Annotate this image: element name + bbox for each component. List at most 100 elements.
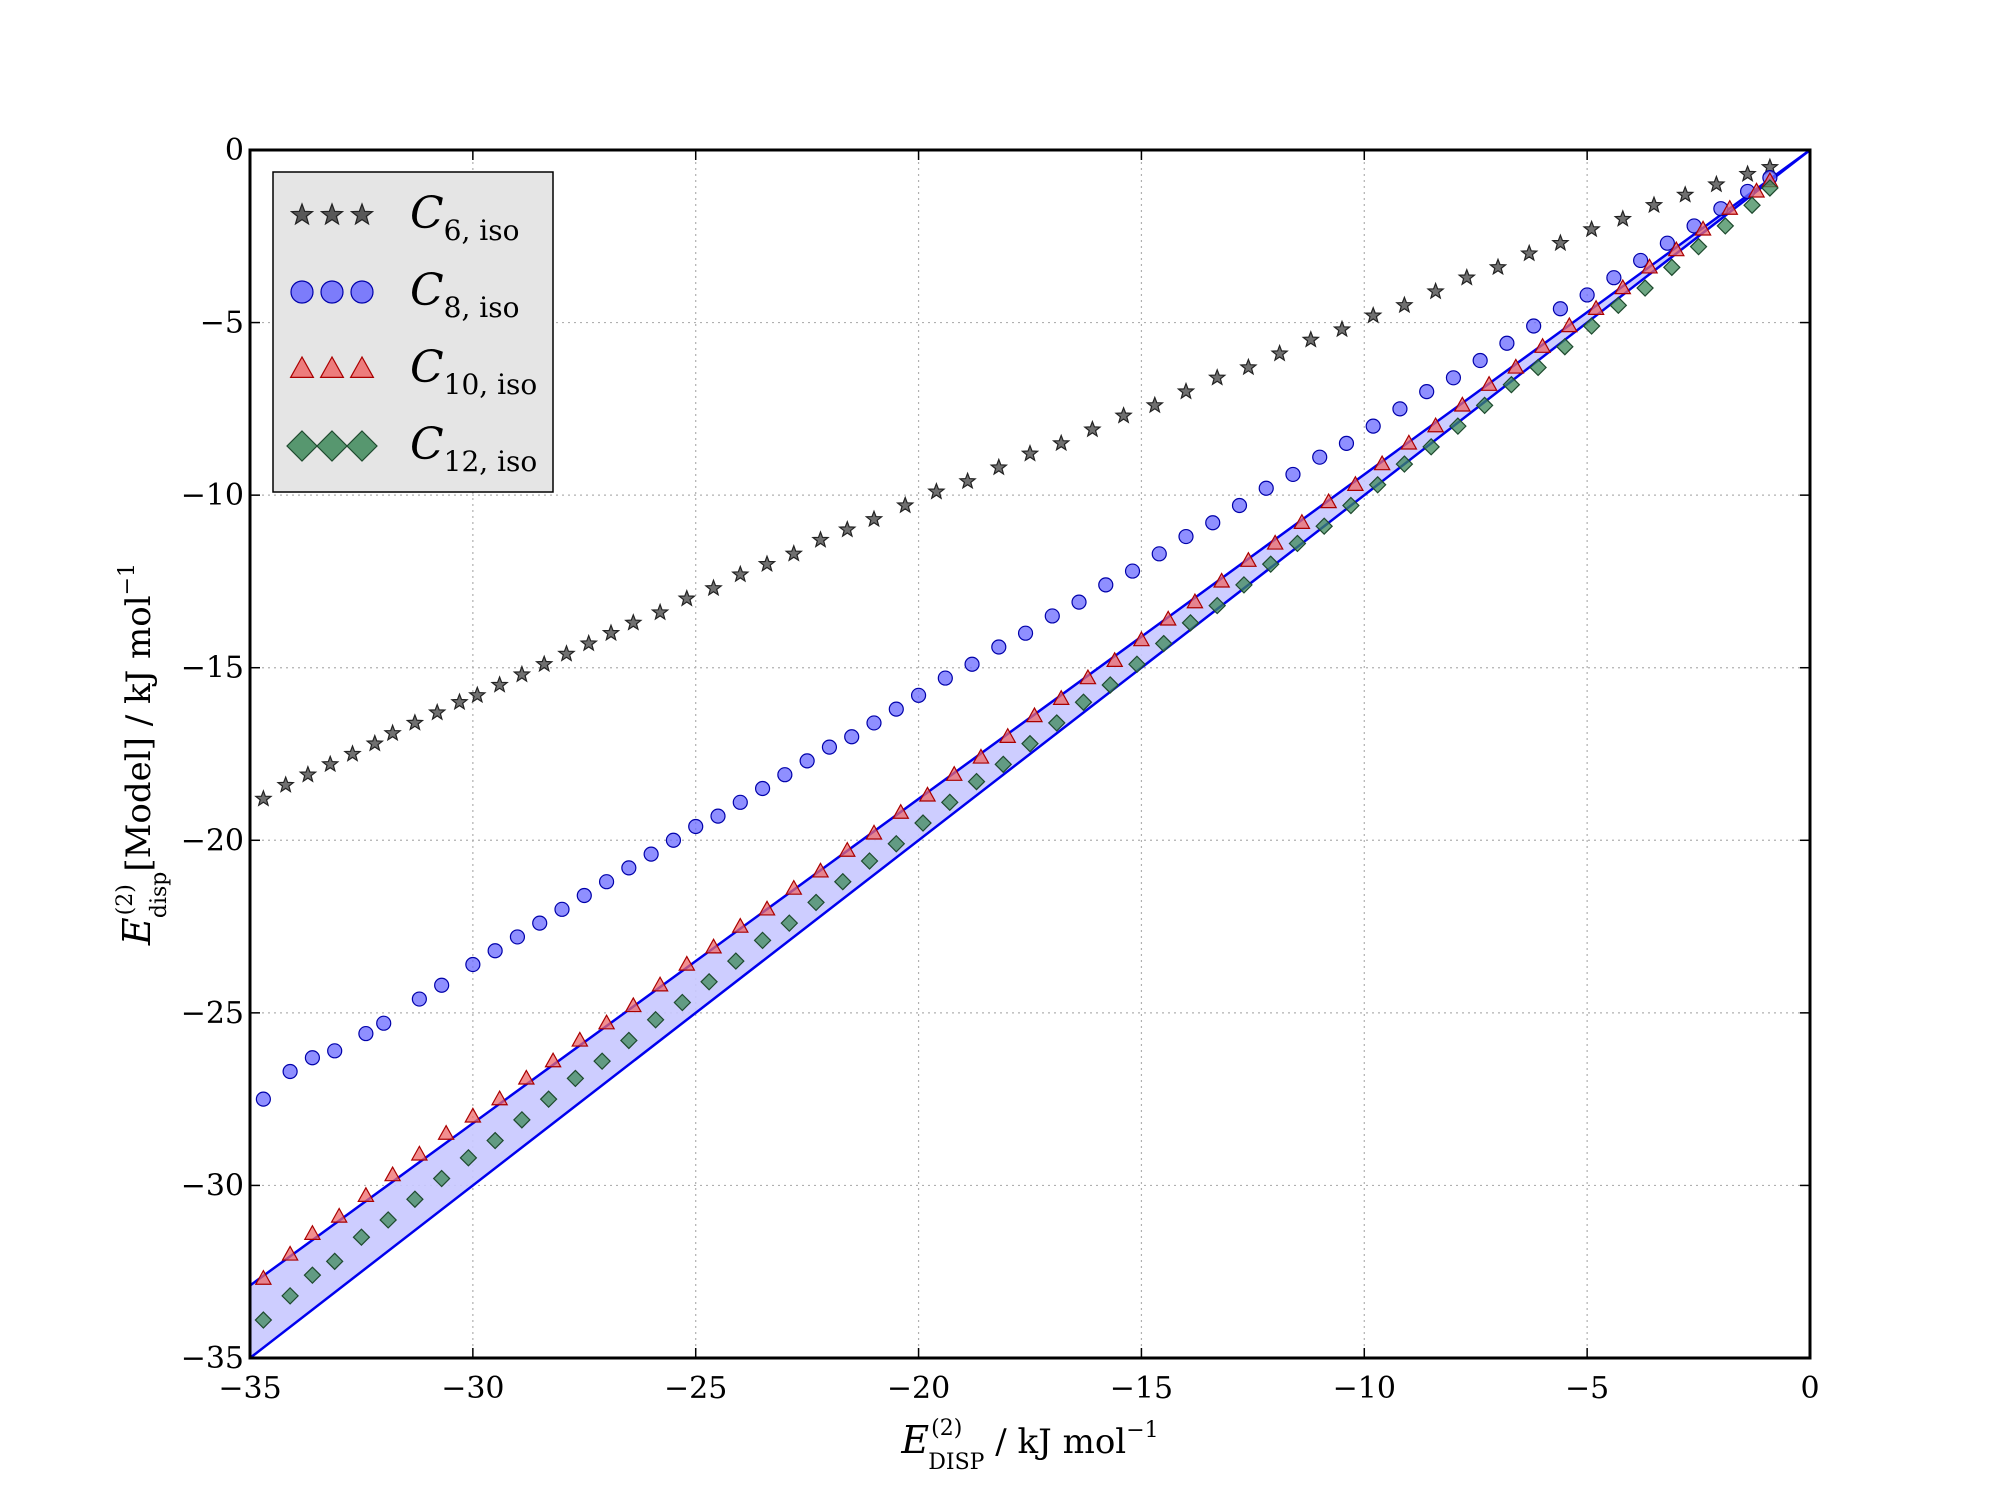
data-point-star (677, 589, 697, 607)
data-point-star (579, 633, 599, 652)
data-point-triangle (437, 1124, 455, 1140)
data-point-circle (1606, 270, 1622, 286)
data-point-circle (799, 753, 815, 769)
data-point-diamond (1609, 296, 1628, 315)
data-point-circle (732, 794, 748, 810)
data-point-star (1114, 406, 1133, 424)
data-point-triangle (1507, 358, 1525, 374)
data-point-triangle (1614, 278, 1632, 295)
data-point-triangle (838, 841, 856, 857)
data-point-triangle (1132, 630, 1151, 647)
data-point-circle (1526, 318, 1542, 334)
data-point-diamond (1315, 517, 1334, 536)
data-point-diamond (1689, 237, 1708, 256)
data-point-diamond (1368, 475, 1387, 494)
data-point-triangle (1640, 258, 1659, 274)
data-point-diamond (566, 1069, 585, 1088)
data-point-triangle (410, 1145, 428, 1161)
data-point-star (1707, 174, 1726, 193)
data-point-diamond (1529, 358, 1547, 377)
data-point-diamond (1395, 455, 1414, 473)
data-point-star (958, 471, 977, 490)
x-tick-label: −35 (218, 1371, 281, 1406)
data-point-star (365, 733, 385, 752)
data-point-triangle (281, 1245, 299, 1261)
data-point-circle (576, 887, 592, 904)
data-point-star (1020, 444, 1040, 462)
data-point-circle (1098, 577, 1114, 593)
data-point-diamond (1235, 576, 1253, 594)
data-point-triangle (1106, 651, 1124, 668)
data-point-star (731, 564, 750, 583)
y-tick-label: −35 (181, 1341, 244, 1376)
data-point-triangle (1079, 668, 1097, 685)
data-point-diamond (726, 952, 745, 970)
data-point-star (1519, 243, 1539, 262)
data-point-star (1488, 257, 1508, 276)
data-point-circle (1338, 435, 1355, 451)
data-point-triangle (1266, 534, 1284, 550)
series-star (254, 157, 1780, 807)
data-point-star (1644, 195, 1664, 214)
data-point-diamond (807, 893, 825, 912)
data-point-triangle (490, 1089, 509, 1106)
series-circle (255, 170, 1778, 1107)
data-point-diamond (1342, 496, 1360, 515)
data-point-triangle (704, 938, 723, 954)
data-point-star (490, 675, 509, 693)
data-point-diamond (1261, 555, 1280, 574)
data-point-circle (1552, 301, 1569, 317)
data-point-triangle (678, 955, 696, 971)
legend-markers (286, 202, 378, 462)
data-point-circle (1231, 497, 1248, 514)
data-point-diamond (325, 1252, 344, 1271)
data-point-circle (487, 943, 503, 959)
data-point-diamond (833, 872, 852, 891)
data-point-star (650, 602, 670, 621)
data-point-triangle (597, 1013, 616, 1030)
data-point-triangle (918, 786, 937, 802)
data-point-circle (376, 1015, 392, 1031)
data-point-diamond (780, 914, 799, 932)
data-point-star (624, 613, 643, 631)
data-point-circle (1633, 252, 1649, 269)
data-point-circle (964, 656, 980, 672)
data-point-star (254, 789, 273, 807)
legend-marker-triangle (319, 355, 345, 378)
data-point-star (757, 554, 777, 572)
x-tick-label: −20 (887, 1371, 950, 1406)
data-point-circle (866, 715, 882, 731)
data-point-diamond (1208, 596, 1227, 615)
data-point-star (927, 482, 946, 500)
data-point-circle (1124, 563, 1141, 579)
data-point-diamond (513, 1111, 531, 1129)
data-point-triangle (330, 1207, 348, 1223)
data-point-circle (1151, 546, 1167, 562)
data-point-diamond (1743, 196, 1761, 215)
data-point-circle (621, 860, 637, 876)
data-point-diamond (1181, 613, 1200, 632)
data-point-triangle (1480, 375, 1498, 391)
data-point-star (512, 664, 532, 683)
data-point-star (864, 509, 884, 528)
data-point-diamond (646, 1010, 665, 1029)
data-point-triangle (1293, 513, 1311, 529)
data-point-circle (688, 818, 704, 835)
data-point-diamond (1047, 714, 1066, 732)
data-point-star (1457, 268, 1477, 286)
data-point-star (1176, 381, 1196, 400)
data-point-star (1301, 330, 1321, 348)
x-tick-label: −5 (1565, 1371, 1609, 1406)
legend-marker-star (349, 202, 375, 226)
legend-marker-circle (290, 280, 314, 304)
data-point-star (1395, 295, 1414, 314)
data-point-circle (754, 780, 771, 797)
data-point-triangle (811, 862, 830, 878)
data-point-star (1145, 395, 1165, 414)
data-point-star (1426, 281, 1445, 300)
y-tick-label: −15 (181, 651, 244, 686)
data-point-star (1083, 419, 1102, 438)
data-point-star (450, 692, 469, 711)
y-axis-label: E(2) disp[Model] / kJ mol−1 (113, 563, 172, 946)
